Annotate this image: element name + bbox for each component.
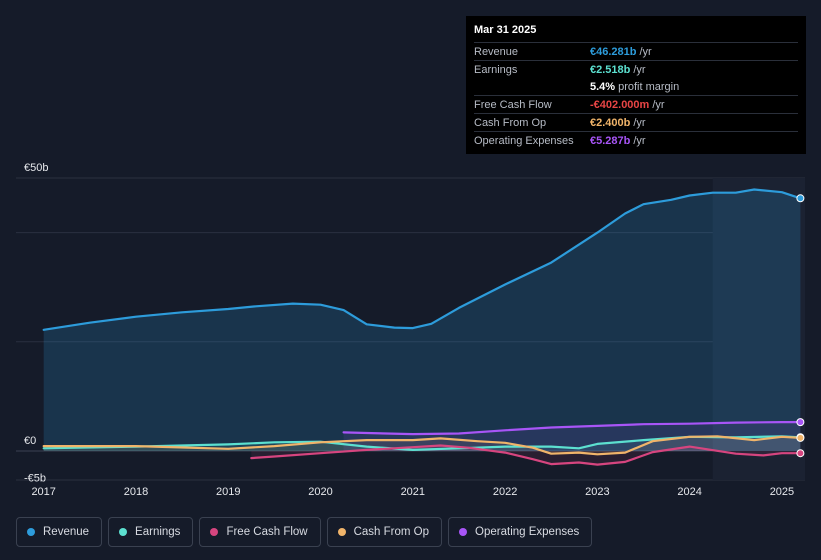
tooltip-row-earnings: Earnings €2.518b /yr	[474, 60, 798, 78]
tooltip-row-margin: 5.4% profit margin	[474, 78, 798, 95]
tooltip-unit: /yr	[639, 45, 652, 58]
tooltip-row-opex: Operating Expenses €5.287b /yr	[474, 131, 798, 149]
tooltip-unit: profit margin	[618, 80, 680, 93]
highlight-region	[712, 178, 805, 480]
tooltip-value: -€402.000m	[590, 98, 650, 111]
tooltip-unit: /yr	[633, 63, 646, 76]
legend-item-cash-from-op[interactable]: Cash From Op	[326, 517, 443, 547]
x-tick-label: 2025	[770, 486, 794, 498]
legend-label: Operating Expenses	[475, 526, 580, 538]
tooltip-label: Revenue	[474, 45, 519, 58]
tooltip-value: €5.287b	[590, 134, 631, 147]
legend-label: Free Cash Flow	[226, 526, 308, 538]
cash-from-op-end-point[interactable]	[796, 433, 805, 442]
tooltip-value: €2.400b	[590, 116, 631, 129]
cash-from-op-line	[42, 435, 802, 456]
x-tick-label: 2018	[124, 486, 148, 498]
legend-dot-icon	[337, 528, 346, 536]
tooltip-date: Mar 31 2025	[474, 24, 537, 36]
legend-dot-icon	[210, 528, 219, 536]
free-cash-flow-area-fill	[251, 445, 801, 465]
legend-label: Cash From Op	[353, 526, 430, 538]
tooltip-label: Free Cash Flow	[474, 98, 552, 111]
tooltip-label: Cash From Op	[474, 116, 547, 129]
revenue-line	[42, 188, 802, 331]
tooltip-row-cfo: Cash From Op €2.400b /yr	[474, 113, 798, 131]
legend-dot-icon	[459, 528, 468, 536]
operating-expenses-area-fill	[343, 422, 801, 451]
legend-label: Revenue	[43, 526, 90, 538]
revenue-area-fill	[43, 189, 801, 451]
y-tick-label: €50b	[24, 162, 48, 174]
earnings-area-fill	[43, 436, 801, 451]
tooltip-row-fcf: Free Cash Flow -€402.000m /yr	[474, 95, 798, 113]
legend-label: Earnings	[135, 526, 181, 538]
x-tick-label: 2021	[401, 486, 425, 498]
tooltip-unit: /yr	[633, 134, 646, 147]
gridlines	[16, 177, 805, 481]
legend-dot-icon	[119, 528, 128, 536]
x-tick-label: 2024	[677, 486, 701, 498]
revenue-area	[43, 189, 801, 465]
legend-item-revenue[interactable]: Revenue	[16, 517, 103, 547]
tooltip-label: Earnings	[474, 63, 518, 76]
legend-item-free-cash-flow[interactable]: Free Cash Flow	[199, 517, 321, 547]
cash-from-op-area-fill	[43, 436, 801, 455]
operating-expenses-line	[342, 421, 802, 436]
legend-dot-icon	[27, 528, 35, 536]
y-tick-label: €0	[24, 435, 36, 447]
legend: Revenue Earnings Free Cash Flow Cash Fro…	[16, 517, 593, 547]
free-cash-flow-line	[250, 444, 802, 466]
x-tick-label: 2020	[308, 486, 332, 498]
revenue-end-point[interactable]	[796, 194, 805, 203]
y-tick-label: -€5b	[24, 472, 46, 484]
x-tick-label: 2022	[493, 486, 517, 498]
hover-tooltip: Mar 31 2025 Revenue €46.281b /yr Earning…	[466, 16, 806, 154]
tooltip-label: Operating Expenses	[474, 134, 574, 147]
free-cash-flow-end-point[interactable]	[796, 449, 805, 458]
x-tick-label: 2023	[585, 486, 609, 498]
tooltip-unit: /yr	[652, 98, 665, 111]
series-lines	[42, 188, 805, 466]
axis-ticks: €50b €0 -€5b 2017 2018 2019 2020 2021 2022 2023 20…	[24, 162, 794, 498]
x-tick-label: 2017	[31, 486, 55, 498]
tooltip-value: €2.518b	[590, 63, 631, 76]
legend-item-operating-expenses[interactable]: Operating Expenses	[448, 517, 593, 547]
x-tick-label: 2019	[216, 486, 240, 498]
legend-item-earnings[interactable]: Earnings	[108, 517, 194, 547]
tooltip-value: 5.4%	[590, 80, 616, 93]
tooltip-unit: /yr	[633, 116, 646, 129]
tooltip-value: €46.281b	[590, 45, 637, 58]
forecast-highlight	[712, 178, 805, 480]
operating-expenses-end-point[interactable]	[796, 418, 805, 427]
tooltip-row-revenue: Revenue €46.281b /yr	[474, 42, 798, 60]
